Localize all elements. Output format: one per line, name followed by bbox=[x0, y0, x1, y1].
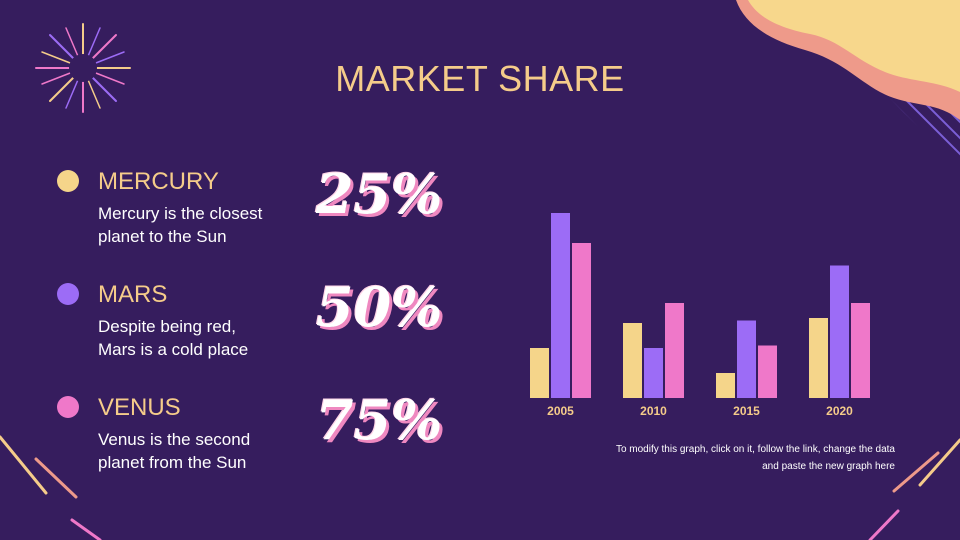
bar-2020-series-2 bbox=[830, 265, 849, 398]
bar-2010-series-1 bbox=[623, 323, 642, 398]
bar-2015-series-3 bbox=[758, 345, 777, 398]
venus-dot-icon bbox=[57, 396, 79, 418]
mars-label: MARS bbox=[98, 281, 168, 308]
chart-note-line-1: To modify this graph, click on it, follo… bbox=[615, 444, 895, 455]
firework-burst-icon bbox=[35, 23, 131, 113]
slash-lines-left-icon bbox=[0, 435, 102, 540]
corner-wave-icon bbox=[736, 0, 960, 160]
bar-chart[interactable]: 2005 2010 2015 2020 bbox=[520, 180, 890, 430]
mars-dot-icon bbox=[57, 283, 79, 305]
venus-description: Venus is the second planet from the Sun bbox=[98, 428, 298, 474]
x-tick-2020: 2020 bbox=[826, 404, 853, 418]
mars-description-line-1: Despite being red, bbox=[98, 317, 236, 336]
venus-label: VENUS bbox=[98, 394, 181, 421]
venus-percent: 75% bbox=[316, 388, 443, 452]
slide-title: MARKET SHARE bbox=[335, 58, 625, 99]
mars-percent: 50% bbox=[316, 275, 443, 339]
mercury-percent: 25% bbox=[316, 162, 443, 226]
chart-note: To modify this graph, click on it, follo… bbox=[540, 441, 895, 475]
x-tick-2010: 2010 bbox=[640, 404, 667, 418]
bar-2005-series-1 bbox=[530, 348, 549, 398]
mercury-label: MERCURY bbox=[98, 168, 219, 195]
mars-description-line-2: Mars is a cold place bbox=[98, 340, 249, 359]
mercury-description: Mercury is the closest planet to the Sun bbox=[98, 202, 298, 248]
x-tick-2005: 2005 bbox=[547, 404, 574, 418]
mars-description: Despite being red, Mars is a cold place bbox=[98, 315, 298, 361]
bar-2020-series-3 bbox=[851, 303, 870, 398]
venus-description-line-1: Venus is the second bbox=[98, 430, 251, 449]
bar-2020-series-1 bbox=[809, 318, 828, 398]
slash-lines-right-icon bbox=[868, 438, 960, 540]
bar-2005-series-3 bbox=[572, 243, 591, 398]
x-tick-2015: 2015 bbox=[733, 404, 760, 418]
bar-2005-series-2 bbox=[551, 213, 570, 398]
mercury-dot-icon bbox=[57, 170, 79, 192]
bar-2015-series-2 bbox=[737, 320, 756, 398]
bar-2010-series-2 bbox=[644, 348, 663, 398]
mercury-description-line-2: planet to the Sun bbox=[98, 227, 227, 246]
bar-2010-series-3 bbox=[665, 303, 684, 398]
bar-2015-series-1 bbox=[716, 373, 735, 398]
mercury-description-line-1: Mercury is the closest bbox=[98, 204, 263, 223]
venus-description-line-2: planet from the Sun bbox=[98, 453, 247, 472]
chart-note-line-2: and paste the new graph here bbox=[762, 461, 895, 472]
